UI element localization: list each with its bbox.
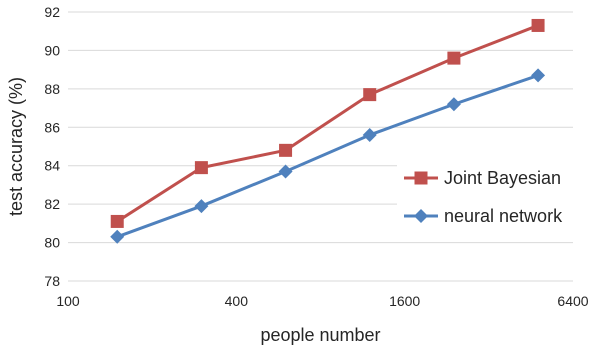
y-tick-label: 90 — [44, 42, 60, 58]
x-tick-label: 400 — [225, 293, 249, 309]
data-point — [363, 88, 377, 102]
series-neural-network — [110, 68, 546, 244]
legend-box — [397, 157, 597, 237]
series-line — [116, 24, 539, 223]
y-tick-label: 78 — [44, 273, 60, 289]
x-tick-label: 100 — [56, 293, 80, 309]
y-tick-labels: 78 80 82 84 86 88 90 92 — [44, 4, 60, 289]
y-axis-label: test accuracy (%) — [6, 77, 26, 216]
data-point — [531, 68, 546, 83]
series-joint-bayesian — [110, 18, 545, 228]
y-tick-label: 86 — [44, 119, 60, 135]
data-point — [531, 18, 545, 32]
data-point — [194, 161, 208, 175]
y-tick-label: 84 — [44, 158, 60, 174]
y-tick-label: 80 — [44, 235, 60, 251]
y-tick-label: 92 — [44, 4, 60, 20]
series-lines — [110, 18, 546, 244]
legend-entry: Joint Bayesian — [404, 168, 561, 188]
x-tick-label: 1600 — [389, 293, 420, 309]
legend-marker — [414, 209, 428, 223]
data-point — [194, 199, 209, 214]
legend-label: neural network — [444, 206, 563, 226]
y-tick-label: 82 — [44, 196, 60, 212]
data-point — [447, 51, 461, 65]
x-axis-label: people number — [260, 325, 380, 345]
gridlines — [68, 11, 573, 282]
series-line — [116, 73, 539, 239]
legend-entry: neural network — [404, 206, 563, 226]
y-tick-label: 88 — [44, 81, 60, 97]
x-tick-labels: 100 400 1600 6400 — [56, 293, 588, 309]
data-point — [446, 97, 461, 112]
data-point — [110, 229, 125, 244]
legend-marker — [414, 171, 428, 185]
data-point — [110, 214, 124, 228]
legend-label: Joint Bayesian — [444, 168, 561, 188]
x-tick-label: 6400 — [557, 293, 588, 309]
data-point — [279, 143, 293, 157]
data-point — [278, 164, 293, 179]
legend: Joint Bayesian neural network — [397, 157, 597, 237]
data-point — [362, 127, 377, 142]
